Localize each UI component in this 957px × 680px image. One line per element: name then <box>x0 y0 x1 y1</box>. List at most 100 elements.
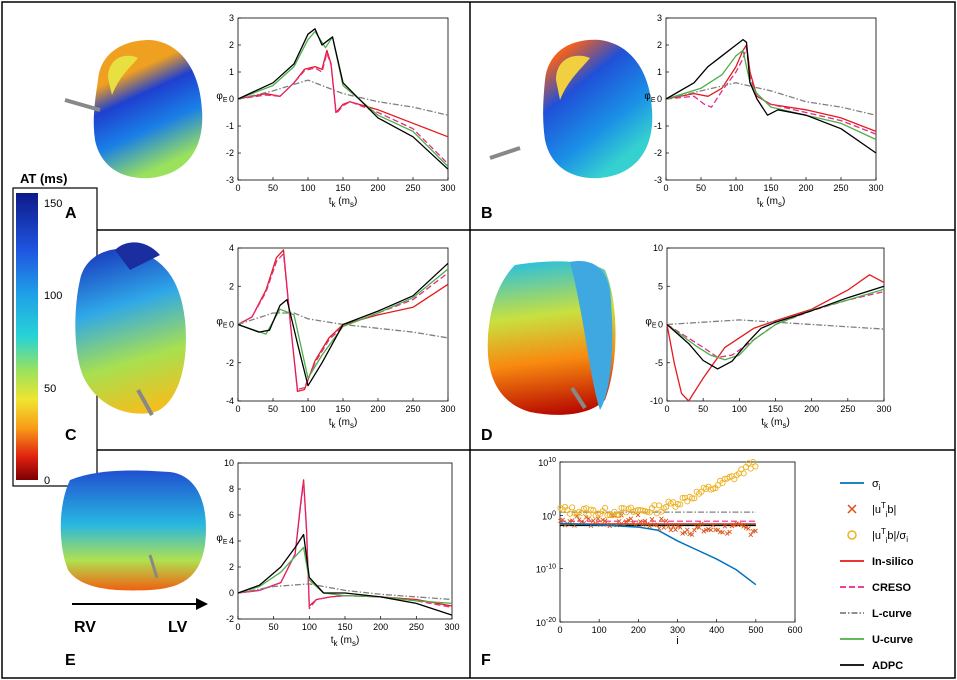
series-line-adpc <box>665 38 877 154</box>
ratio-circle-point <box>601 504 609 511</box>
series-line-adpc <box>666 285 885 370</box>
utb-cross-point <box>739 522 744 528</box>
y-tick-label: 4 <box>229 536 234 546</box>
utb-cross-point <box>731 522 737 528</box>
x-tick-label: 0 <box>557 625 562 635</box>
y-axis-label: φE <box>216 317 227 330</box>
colorbar-tick-0: 0 <box>44 475 50 487</box>
y-tick-label: 100 <box>542 510 556 521</box>
heart-illustration-c <box>75 242 186 416</box>
utb-cross-point <box>689 532 695 537</box>
utb-cross-point <box>666 524 671 529</box>
y-tick-label: 2 <box>657 40 662 50</box>
x-tick-label: 250 <box>409 622 424 632</box>
series-line-in-silico <box>237 49 449 138</box>
y-tick-label: -3 <box>654 175 662 185</box>
legend-label: σi <box>872 478 881 492</box>
x-axis-label: i <box>676 635 678 647</box>
panel-label-b: B <box>481 205 493 222</box>
x-tick-label: 0 <box>235 183 240 193</box>
x-tick-label: 500 <box>748 625 763 635</box>
y-tick-label: 0 <box>229 320 234 330</box>
x-tick-label: 0 <box>663 183 668 193</box>
ratio-circle-point <box>679 494 686 501</box>
x-tick-label: 200 <box>631 625 646 635</box>
y-tick-label: 0 <box>229 588 234 598</box>
x-tick-label: 100 <box>592 625 607 635</box>
x-tick-label: 300 <box>876 404 891 414</box>
y-tick-label: -2 <box>226 148 234 158</box>
series-line-u-curve <box>237 268 449 379</box>
y-tick-label: -2 <box>654 148 662 158</box>
y-tick-label: -4 <box>226 396 234 406</box>
ratio-circle-point <box>663 503 670 511</box>
series-line-l-curve <box>237 79 449 116</box>
y-tick-label: -3 <box>226 175 234 185</box>
sigma-curve <box>559 522 757 586</box>
x-tick-label: 300 <box>670 625 685 635</box>
y-tick-label: -5 <box>655 358 663 368</box>
utb-cross-point <box>663 518 669 524</box>
utb-cross-point <box>746 526 751 531</box>
x-tick-label: 150 <box>335 404 350 414</box>
series-line-adpc <box>237 262 449 387</box>
y-tick-label: 10-20 <box>536 617 556 628</box>
x-axis-label: tk (ms) <box>329 196 358 209</box>
ratio-circle-point <box>651 502 658 509</box>
ratio-circle-point <box>752 463 759 470</box>
y-tick-label: 5 <box>658 281 663 291</box>
utb-cross-point <box>748 532 754 538</box>
colorbar-tick-50: 50 <box>44 383 56 395</box>
utb-cross-point <box>633 522 638 527</box>
y-tick-label: -2 <box>226 614 234 624</box>
x-tick-label: 0 <box>235 622 240 632</box>
utb-cross-point <box>630 520 636 526</box>
x-tick-label: 400 <box>709 625 724 635</box>
ratio-circle-point <box>634 507 641 514</box>
x-tick-label: 50 <box>698 404 708 414</box>
utb-cross-point <box>583 515 589 520</box>
legend: σi |uTib| |uTib|/σi In-silico CRESO L-curve U-… <box>840 478 914 672</box>
x-tick-label: 100 <box>732 404 747 414</box>
utb-cross-point <box>626 517 631 523</box>
x-axis-label: tk (ms) <box>761 417 790 430</box>
y-tick-label: -2 <box>226 358 234 368</box>
x-tick-label: 250 <box>833 183 848 193</box>
x-tick-label: 50 <box>268 404 278 414</box>
legend-label: ADPC <box>872 660 903 672</box>
series-line-u-curve <box>237 30 449 167</box>
x-tick-label: 150 <box>763 183 778 193</box>
ratio-circle-point <box>691 495 698 502</box>
arrow-head-icon <box>196 598 208 610</box>
utb-cross-point <box>560 517 566 523</box>
y-tick-label: 3 <box>657 13 662 23</box>
colorbar-title: AT (ms) <box>20 171 67 186</box>
y-tick-label: 1 <box>657 67 662 77</box>
lv-label: LV <box>168 619 188 636</box>
x-axis-label: tk (ms) <box>331 635 360 648</box>
panel-label-e: E <box>65 652 76 669</box>
x-tick-label: 100 <box>300 183 315 193</box>
y-tick-label: -10 <box>650 396 663 406</box>
x-tick-label: 250 <box>405 183 420 193</box>
x-tick-label: 0 <box>235 404 240 414</box>
utb-cross-point <box>616 519 622 524</box>
panel-label-a: A <box>65 205 77 222</box>
x-tick-label: 150 <box>768 404 783 414</box>
utb-cross-point <box>640 522 645 527</box>
utb-cross-point <box>654 522 660 528</box>
ratio-circle-point <box>656 502 663 509</box>
utb-cross-point <box>684 527 690 533</box>
utb-cross-point <box>696 525 702 530</box>
utb-cross-point <box>741 523 747 529</box>
plot-panel-c: 0 50 100 150 200 250 300 -4 -2 0 2 4 tk (ms) φE <box>216 243 455 430</box>
x-tick-label: 300 <box>868 183 883 193</box>
x-tick-label: 150 <box>337 622 352 632</box>
utb-cross-point <box>579 519 584 525</box>
series-line-creso <box>665 47 877 135</box>
utb-cross-point <box>661 525 667 530</box>
utb-cross-point <box>602 518 608 524</box>
utb-cross-point <box>710 522 716 528</box>
